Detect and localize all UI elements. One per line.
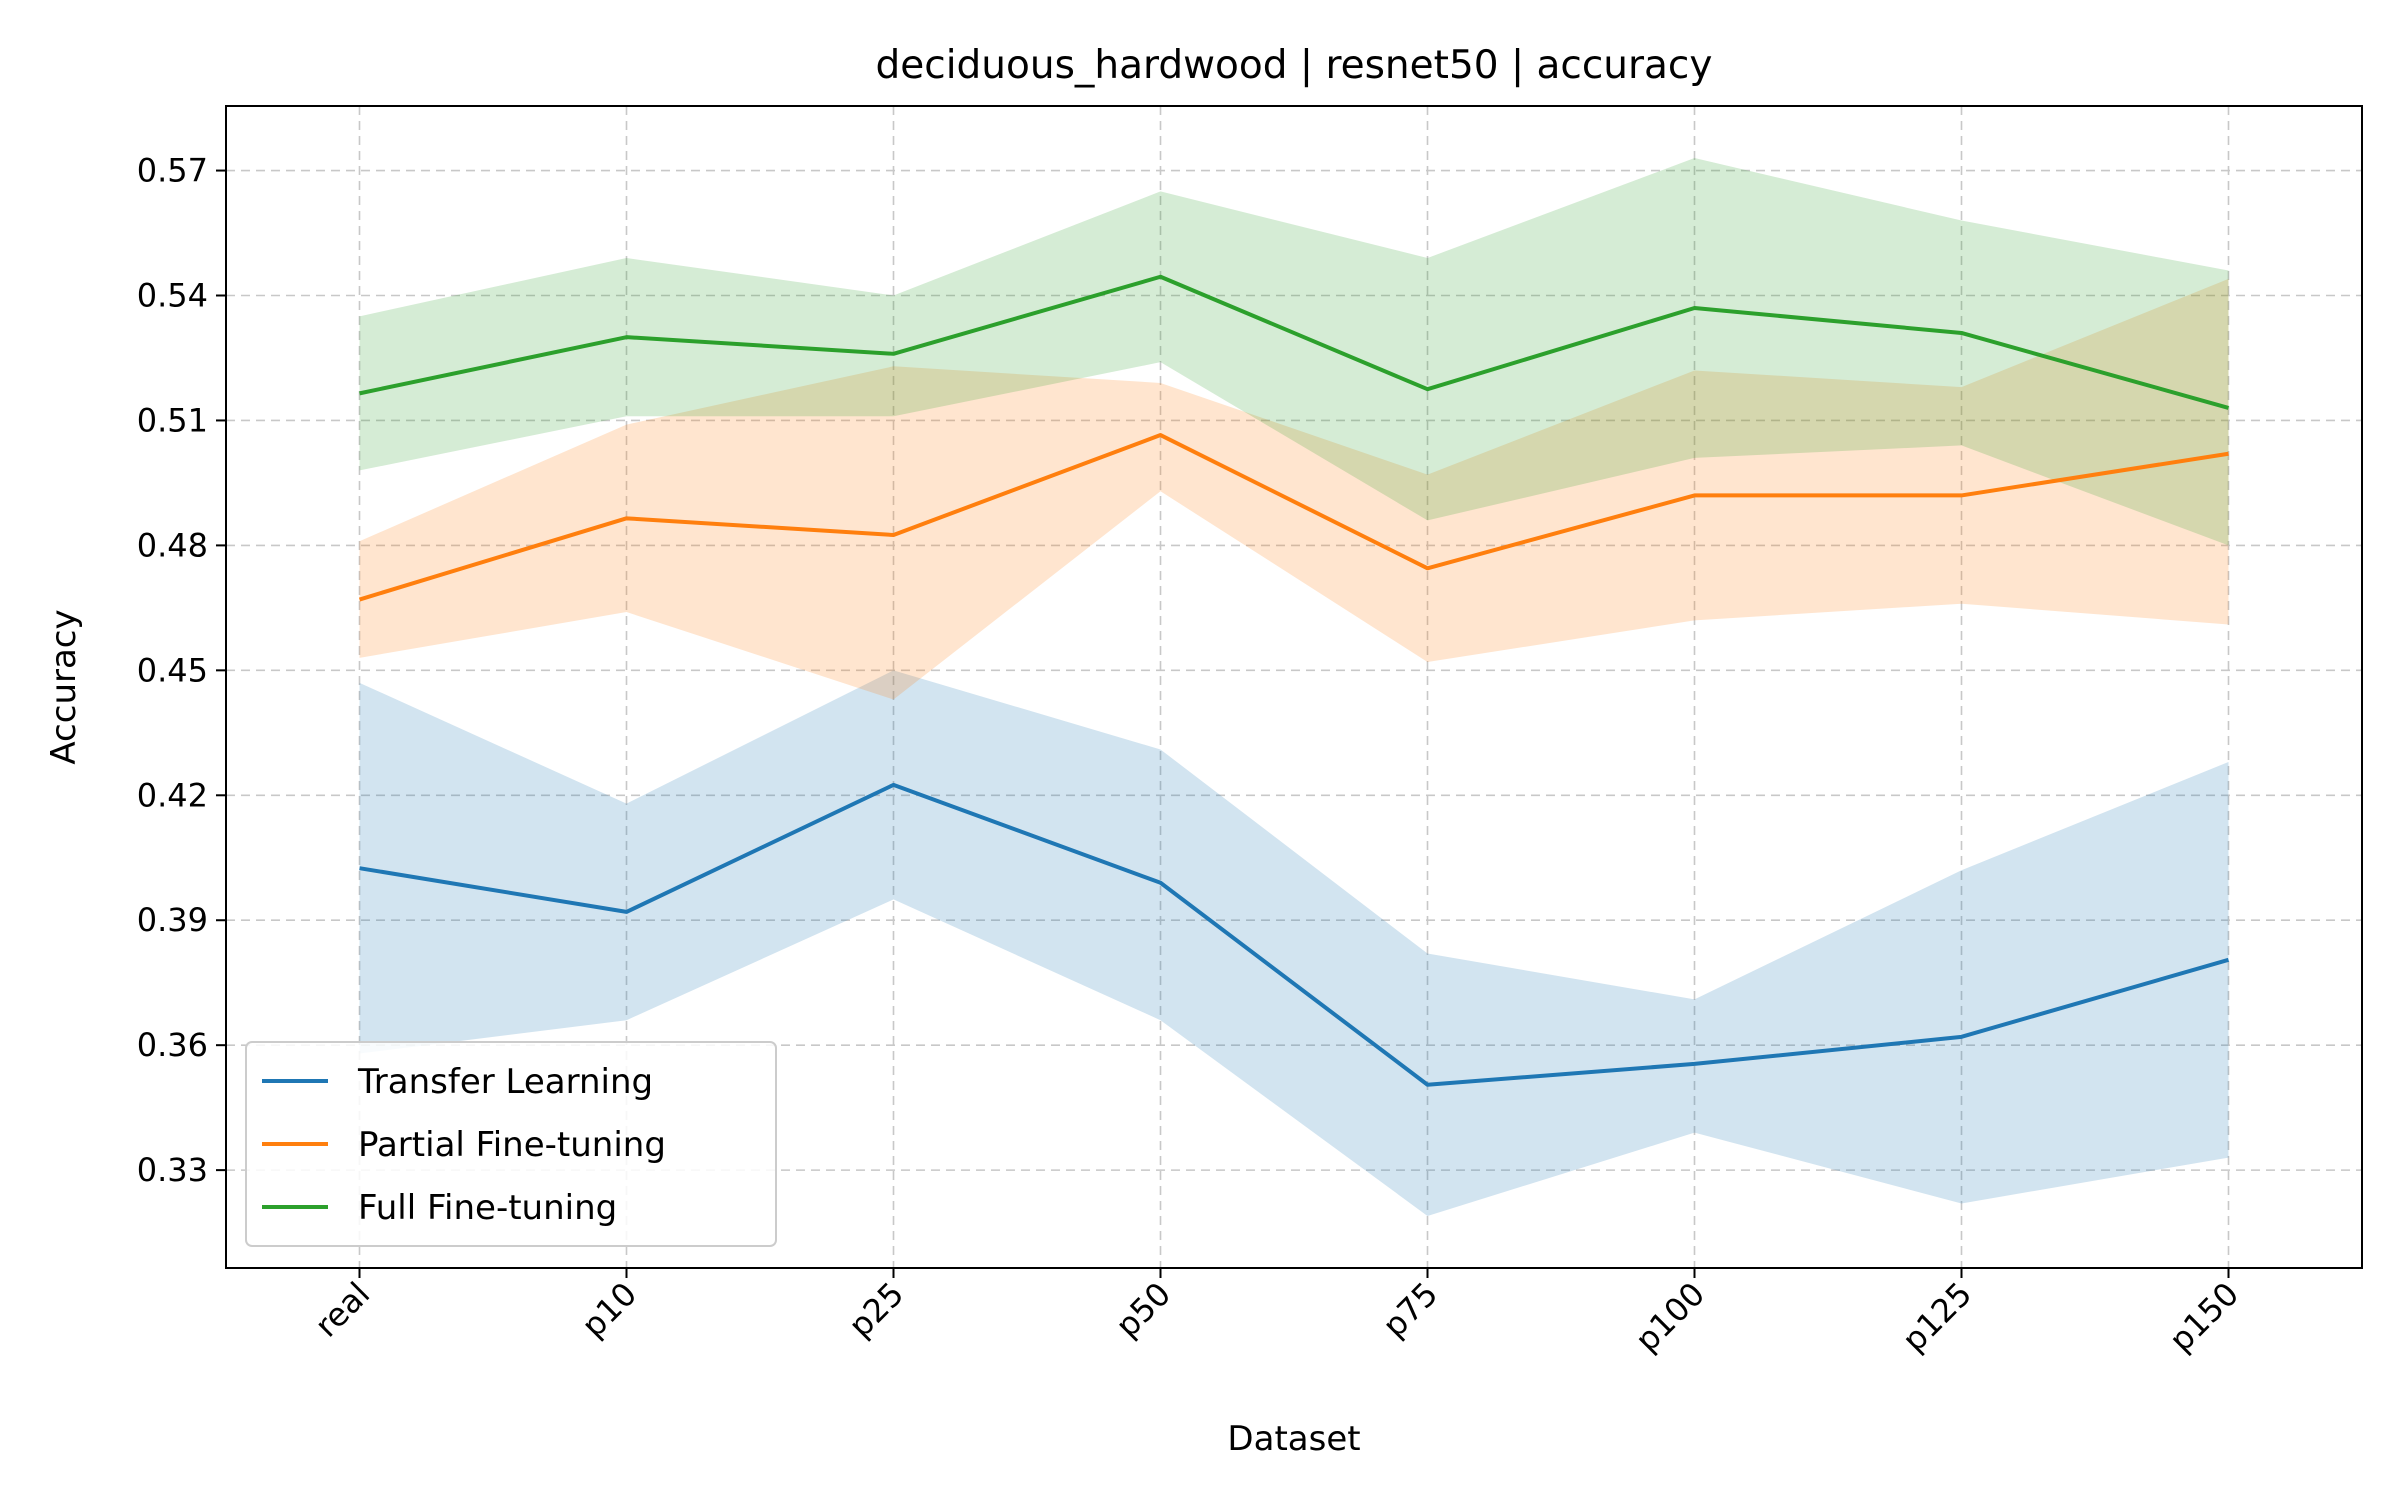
chart-title: deciduous_hardwood | resnet50 | accuracy (876, 43, 1713, 88)
confidence-band (359, 278, 2229, 700)
series-line (359, 782, 2230, 1087)
y-tick-label: 0.42 (137, 776, 208, 814)
plot-frame (225, 105, 2363, 1269)
x-axis-label: Dataset (1227, 1419, 1360, 1459)
y-tick-label: 0.36 (137, 1026, 208, 1064)
legend-box (245, 1041, 777, 1247)
y-tick-label: 0.45 (137, 651, 208, 689)
y-tick-label: 0.33 (137, 1151, 208, 1189)
series-line (358, 433, 2229, 602)
confidence-bands (359, 158, 2229, 1216)
legend-label: Partial Fine-tuning (358, 1125, 666, 1165)
series-lines (358, 274, 2230, 1087)
y-tick-label: 0.39 (137, 901, 208, 939)
confidence-band (359, 670, 2229, 1216)
y-tick-label: 0.57 (137, 152, 208, 190)
legend: Transfer Learning Partial Fine-tuning Full… (245, 1041, 777, 1247)
legend-label: Full Fine-tuning (358, 1188, 617, 1228)
y-tick-label: 0.54 (137, 277, 208, 315)
y-axis-label: Accuracy (44, 609, 84, 764)
confidence-band (359, 158, 2229, 546)
legend-label: Transfer Learning (357, 1062, 653, 1102)
y-tick-label: 0.51 (137, 401, 208, 439)
y-tick-label: 0.48 (137, 526, 208, 564)
series-line (359, 274, 2230, 410)
